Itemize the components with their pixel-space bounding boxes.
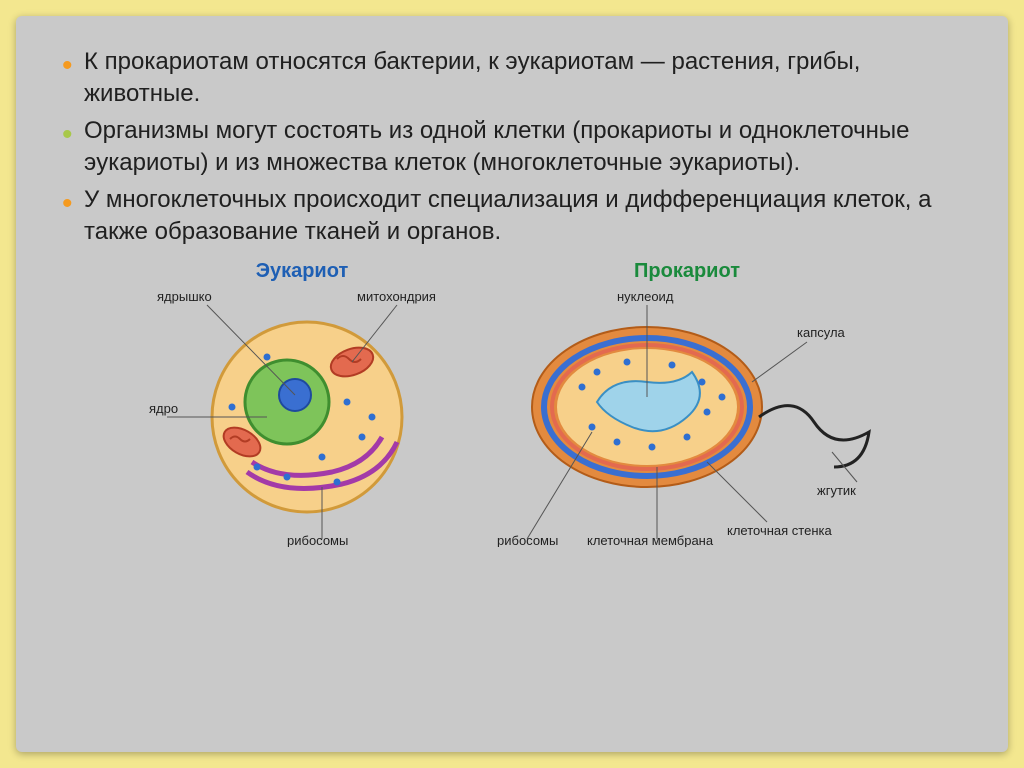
prokaryote-title: Прокариот: [497, 260, 877, 283]
bullet-list: К прокариотам относятся бактерии, к эука…: [56, 46, 968, 248]
label-cell-membrane: клеточная мембрана: [587, 533, 714, 547]
label-ribosomes: рибосомы: [497, 533, 558, 547]
prokaryote-svg: нуклеоид капсула жгутик клеточная стенка…: [497, 287, 877, 547]
bullet-item: Организмы могут состоять из одной клетки…: [56, 115, 968, 180]
label-cell-wall: клеточная стенка: [727, 523, 832, 538]
label-flagellum: жгутик: [817, 483, 856, 498]
label-mitochondrion: митохондрия: [357, 289, 436, 304]
label-nucleolus: ядрышко: [157, 289, 212, 304]
bullet-item: У многоклеточных происходит специализаци…: [56, 184, 968, 249]
eukaryote-block: Эукариот: [147, 260, 457, 547]
flagellum: [759, 406, 869, 467]
eukaryote-svg: ядрышко митохондрия ядро рибосомы: [147, 287, 457, 547]
label-nucleus: ядро: [149, 401, 178, 416]
label-capsule: капсула: [797, 325, 846, 340]
cell-diagram: Эукариот: [56, 260, 968, 547]
bullet-item: К прокариотам относятся бактерии, к эука…: [56, 46, 968, 111]
label-nucleoid: нуклеоид: [617, 289, 674, 304]
slide-content: К прокариотам относятся бактерии, к эука…: [16, 16, 1008, 557]
slide-frame: К прокариотам относятся бактерии, к эука…: [16, 16, 1008, 752]
eukaryote-title: Эукариот: [147, 260, 457, 283]
label-ribosomes: рибосомы: [287, 533, 348, 547]
prokaryote-block: Прокариот: [497, 260, 877, 547]
